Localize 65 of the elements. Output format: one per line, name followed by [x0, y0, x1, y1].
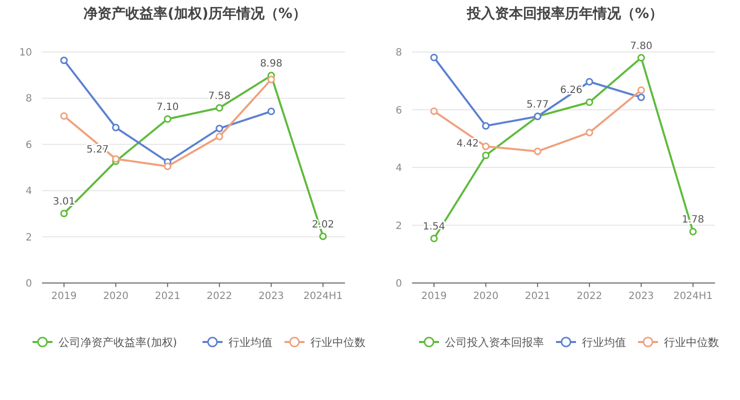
point: [60, 210, 68, 218]
data-label: 4.42: [456, 138, 479, 150]
data-label: 7.58: [208, 90, 231, 102]
point: [216, 104, 224, 112]
point: [534, 148, 542, 156]
point: [689, 228, 697, 236]
x-tick-label: 2020: [473, 291, 499, 302]
data-label: 5.77: [526, 99, 549, 110]
point: [586, 98, 594, 106]
legend-label: 行业均值: [228, 336, 272, 349]
point: [586, 128, 594, 136]
point: [637, 86, 645, 94]
y-tick-label: 4: [26, 186, 32, 198]
point: [482, 122, 490, 130]
point: [430, 107, 438, 115]
y-tick-label: 2: [396, 220, 402, 232]
legend-label: 公司净资产收益率(加权): [58, 336, 178, 349]
y-tick-label: 6: [396, 105, 402, 116]
point: [112, 155, 120, 163]
point: [586, 78, 594, 86]
point: [430, 54, 438, 62]
x-tick-label: 2022: [206, 291, 232, 302]
legend-label: 行业中位数: [664, 336, 719, 349]
x-tick-label: 2022: [576, 291, 602, 302]
data-label: 8.98: [260, 58, 282, 70]
y-tick-label: 4: [396, 163, 402, 174]
point: [60, 112, 68, 120]
x-tick-label: 2019: [421, 291, 447, 302]
x-tick-label: 2023: [258, 291, 284, 302]
data-label: 3.01: [52, 196, 76, 208]
point: [216, 124, 224, 132]
x-tick-label: 2019: [51, 291, 77, 302]
point: [637, 94, 645, 102]
x-tick-label: 2024H1: [673, 291, 713, 302]
point: [637, 54, 645, 62]
y-tick-label: 10: [19, 48, 32, 58]
point: [112, 124, 120, 132]
point: [482, 142, 490, 150]
x-tick-label: 2020: [103, 291, 129, 302]
y-tick-label: 6: [26, 140, 32, 151]
point: [482, 152, 490, 160]
point: [430, 234, 438, 242]
y-tick-label: 0: [26, 278, 32, 290]
x-tick-label: 2023: [628, 291, 654, 302]
legend-label: 行业均值: [582, 336, 626, 349]
y-tick-label: 0: [396, 278, 402, 290]
x-tick-label: 2024H1: [303, 291, 343, 302]
point: [164, 162, 172, 170]
point: [60, 56, 68, 64]
x-tick-label: 2021: [524, 291, 550, 302]
point: [267, 108, 275, 116]
chart-title: 净资产收益率(加权)历年情况（%）: [84, 5, 306, 22]
y-tick-label: 8: [26, 94, 32, 105]
x-tick-label: 2021: [154, 291, 180, 302]
legend-label: 行业中位数: [310, 336, 366, 349]
data-label: 7.10: [156, 102, 179, 113]
point: [164, 115, 172, 123]
chart-title: 投入资本回报率历年情况（%）: [466, 5, 664, 22]
y-tick-label: 8: [396, 48, 402, 58]
point: [267, 76, 275, 84]
data-label: 7.80: [630, 40, 652, 52]
y-tick-label: 2: [26, 232, 32, 244]
point: [216, 132, 224, 140]
point: [319, 232, 327, 240]
legend-label: 公司投入资本回报率: [445, 336, 544, 349]
